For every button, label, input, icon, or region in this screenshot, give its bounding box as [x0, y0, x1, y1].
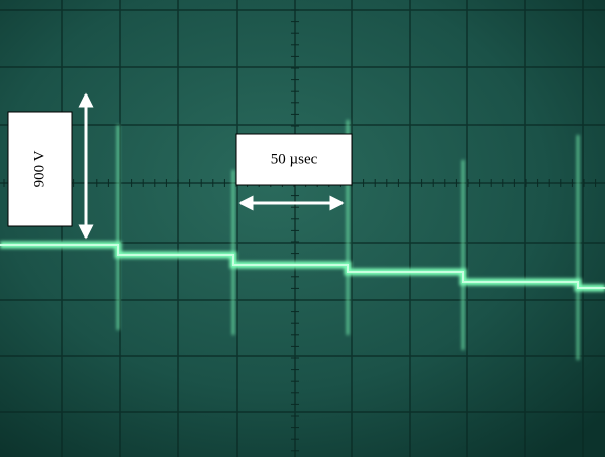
trace-core — [0, 244, 605, 289]
voltage-label: 900 V — [31, 150, 47, 187]
time-box — [235, 133, 353, 186]
time-label: 50 µsec — [271, 151, 318, 167]
voltage-box — [7, 111, 73, 227]
